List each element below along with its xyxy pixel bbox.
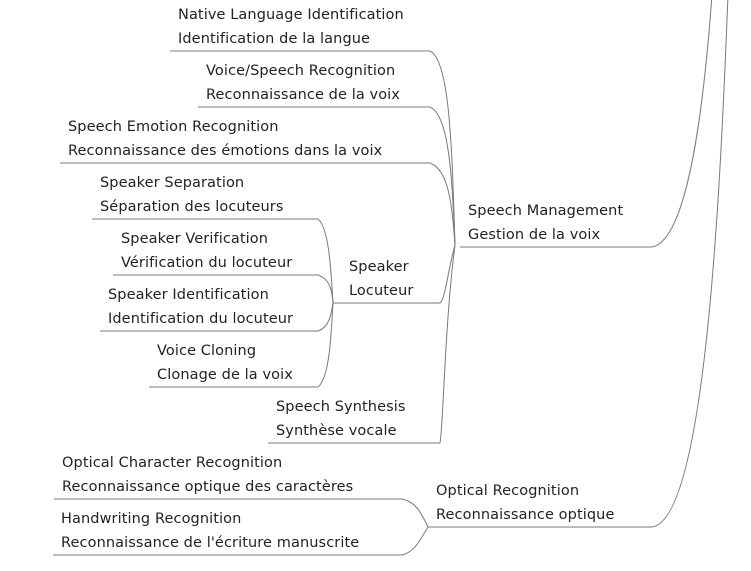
link-native-language — [429, 50, 456, 246]
node-label-en: Speech Management — [468, 203, 624, 219]
link-ocr — [401, 498, 429, 528]
node-speaker-identification[interactable]: Speaker Identification Identification du… — [108, 283, 293, 331]
node-label-fr: Reconnaissance de la voix — [206, 87, 400, 103]
link-voice-cloning — [317, 302, 334, 388]
node-label-fr: Reconnaissance optique des caractères — [62, 479, 354, 495]
node-label-en: Optical Character Recognition — [62, 455, 283, 471]
link-speaker-identification — [317, 302, 334, 332]
node-label-fr: Identification de la langue — [178, 31, 371, 47]
node-label-en: Voice/Speech Recognition — [206, 63, 396, 79]
node-optical-recognition[interactable]: Optical Recognition Reconnaissance optiq… — [436, 479, 614, 527]
link-root-optical-recognition — [651, 0, 729, 528]
node-label-fr: Gestion de la voix — [468, 227, 601, 243]
link-voice-speech — [429, 106, 456, 246]
node-speaker-verification[interactable]: Speaker Verification Vérification du loc… — [121, 227, 292, 275]
node-optical-character-recognition[interactable]: Optical Character Recognition Reconnaiss… — [62, 451, 353, 499]
link-speaker-verification — [317, 274, 334, 304]
node-label-en: Speaker — [349, 259, 409, 275]
node-label-en: Voice Cloning — [157, 343, 257, 359]
node-label-fr: Reconnaissance optique — [436, 507, 615, 523]
node-voice-speech-recognition[interactable]: Voice/Speech Recognition Reconnaissance … — [206, 59, 400, 107]
link-speech-synthesis — [439, 244, 456, 444]
link-speaker — [439, 244, 456, 304]
node-speech-emotion-recognition[interactable]: Speech Emotion Recognition Reconnaissanc… — [68, 115, 382, 163]
node-handwriting-recognition[interactable]: Handwriting Recognition Reconnaissance d… — [61, 507, 359, 555]
node-label-fr: Reconnaissance de l'écriture manuscrite — [61, 535, 360, 551]
node-label-en: Handwriting Recognition — [61, 511, 242, 527]
node-speaker[interactable]: Speaker Locuteur — [349, 255, 413, 303]
node-label-en: Speech Emotion Recognition — [68, 119, 279, 135]
link-speech-emotion — [429, 162, 456, 246]
node-speech-management[interactable]: Speech Management Gestion de la voix — [468, 199, 623, 247]
node-speech-synthesis[interactable]: Speech Synthesis Synthèse vocale — [276, 395, 406, 443]
link-root-speech-management — [651, 0, 713, 248]
node-label-en: Native Language Identification — [178, 7, 404, 23]
node-speaker-separation[interactable]: Speaker Separation Séparation des locute… — [100, 171, 284, 219]
node-label-fr: Séparation des locuteurs — [100, 199, 284, 215]
link-handwriting — [401, 526, 429, 556]
node-label-en: Speaker Identification — [108, 287, 269, 303]
node-voice-cloning[interactable]: Voice Cloning Clonage de la voix — [157, 339, 293, 387]
node-label-fr: Identification du locuteur — [108, 311, 294, 327]
node-label-fr: Vérification du locuteur — [121, 255, 293, 271]
node-label-fr: Locuteur — [349, 283, 414, 299]
node-label-en: Speech Synthesis — [276, 399, 406, 415]
node-native-language-identification[interactable]: Native Language Identification Identific… — [178, 3, 404, 51]
node-label-en: Speaker Separation — [100, 175, 245, 191]
node-label-en: Speaker Verification — [121, 231, 269, 247]
node-label-fr: Synthèse vocale — [276, 423, 397, 439]
node-label-en: Optical Recognition — [436, 483, 580, 499]
node-label-fr: Clonage de la voix — [157, 367, 293, 383]
link-speaker-separation — [317, 218, 334, 304]
node-label-fr: Reconnaissance des émotions dans la voix — [68, 143, 383, 159]
